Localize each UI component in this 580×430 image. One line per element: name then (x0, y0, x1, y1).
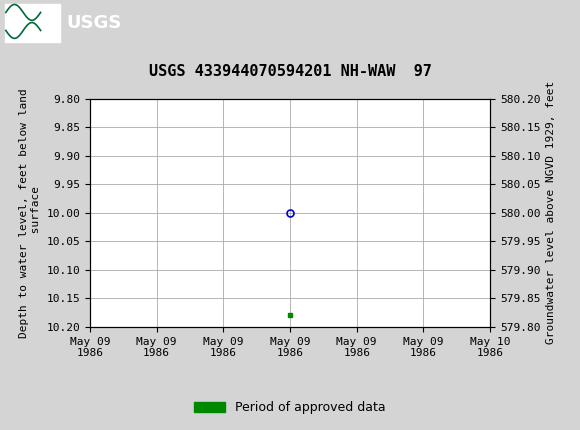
Y-axis label: Depth to water level, feet below land
 surface: Depth to water level, feet below land su… (19, 88, 41, 338)
Legend: Period of approved data: Period of approved data (189, 396, 391, 419)
FancyBboxPatch shape (5, 3, 60, 42)
Text: USGS 433944070594201 NH-WAW  97: USGS 433944070594201 NH-WAW 97 (148, 64, 432, 80)
Y-axis label: Groundwater level above NGVD 1929, feet: Groundwater level above NGVD 1929, feet (546, 81, 556, 344)
Text: USGS: USGS (67, 14, 122, 31)
